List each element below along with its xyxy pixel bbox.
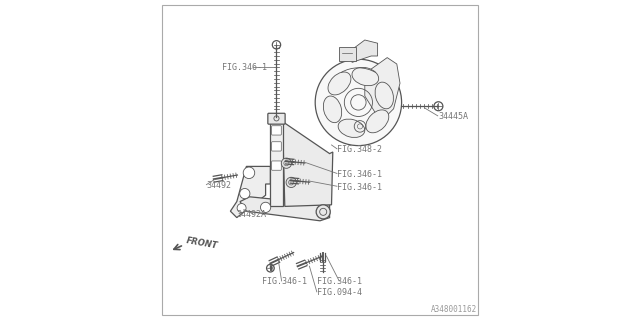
Text: 34492A: 34492A [237, 210, 267, 219]
Text: FRONT: FRONT [186, 236, 219, 251]
Ellipse shape [338, 119, 365, 138]
Circle shape [282, 158, 292, 168]
Text: FIG.346-1: FIG.346-1 [223, 63, 268, 72]
FancyBboxPatch shape [270, 122, 283, 206]
Text: FIG.094-4: FIG.094-4 [317, 288, 362, 297]
Text: FIG.346-1: FIG.346-1 [262, 277, 307, 286]
FancyBboxPatch shape [339, 47, 356, 61]
Circle shape [237, 204, 246, 212]
Ellipse shape [366, 110, 388, 133]
Circle shape [316, 205, 330, 219]
Text: FIG.346-1: FIG.346-1 [337, 170, 382, 179]
Polygon shape [352, 40, 378, 62]
Circle shape [243, 167, 255, 179]
Text: FIG.346-1: FIG.346-1 [317, 277, 362, 286]
Circle shape [315, 59, 402, 146]
Text: A348001162: A348001162 [431, 305, 477, 314]
Text: FIG.348-2: FIG.348-2 [337, 145, 382, 154]
FancyBboxPatch shape [272, 126, 282, 135]
Polygon shape [230, 166, 270, 218]
Ellipse shape [352, 67, 379, 86]
FancyBboxPatch shape [272, 161, 282, 170]
Ellipse shape [328, 72, 351, 95]
Polygon shape [283, 122, 333, 206]
Circle shape [286, 177, 296, 188]
Text: 34445A: 34445A [438, 112, 468, 121]
Text: FIG.346-1: FIG.346-1 [337, 183, 382, 192]
Polygon shape [365, 58, 400, 122]
Ellipse shape [375, 82, 394, 109]
Text: 34492: 34492 [206, 181, 232, 190]
Polygon shape [240, 197, 330, 221]
Circle shape [260, 202, 271, 212]
FancyBboxPatch shape [272, 142, 282, 151]
FancyBboxPatch shape [268, 113, 285, 124]
Ellipse shape [323, 96, 342, 123]
Circle shape [240, 188, 250, 199]
